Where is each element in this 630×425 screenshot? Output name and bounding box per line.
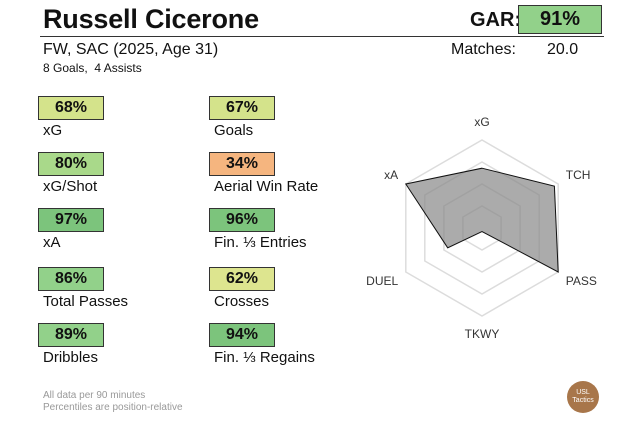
radar-axis-label-xg: xG	[474, 115, 489, 129]
metric-goals-percentile: 67%	[209, 96, 275, 120]
metric-aerial-percentile: 34%	[209, 152, 275, 176]
metric-goals-label: Goals	[214, 122, 254, 139]
radar-axis-label-pass: PASS	[566, 274, 597, 288]
matches-value: 20.0	[547, 41, 579, 58]
header-divider	[40, 36, 604, 37]
matches-label: Matches:	[451, 41, 516, 58]
gar-value-badge: 91%	[518, 5, 602, 34]
footnote-per90: All data per 90 minutes	[43, 390, 146, 401]
metric-xa-percentile: 97%	[38, 208, 104, 232]
metric-crosses-label: Crosses	[214, 293, 270, 310]
metric-passes-label: Total Passes	[43, 293, 129, 310]
radar-axis-label-duel: DUEL	[366, 274, 398, 288]
player-name: Russell Cicerone	[43, 4, 259, 34]
gar-label: GAR:	[470, 9, 522, 31]
metric-entries-percentile: 96%	[209, 208, 275, 232]
metric-xg-shot-label: xG/Shot	[43, 178, 98, 195]
radar-data-polygon	[404, 167, 559, 273]
usl-tactics-logo: USL Tactics	[567, 381, 599, 413]
goals-assists: 8 Goals, 4 Assists	[43, 61, 142, 75]
metric-xa-label: xA	[43, 234, 61, 251]
metric-regains-label: Fin. ⅓ Regains	[214, 349, 315, 366]
metric-regains-percentile: 94%	[209, 323, 275, 347]
metric-crosses-percentile: 62%	[209, 267, 275, 291]
radar-chart: xG TCH PASS TKWY DUEL xA	[366, 115, 597, 340]
metric-xg-shot-percentile: 80%	[38, 152, 104, 176]
player-info: FW, SAC (2025, Age 31)	[43, 41, 219, 58]
metric-dribbles-percentile: 89%	[38, 323, 104, 347]
radar-axis-label-tkwy: TKWY	[465, 327, 500, 340]
metric-dribbles-label: Dribbles	[43, 349, 99, 366]
metric-entries-label: Fin. ⅓ Entries	[214, 234, 307, 251]
logo-line-1: USL	[576, 389, 590, 396]
radar-axis-label-tch: TCH	[566, 168, 591, 182]
metric-xg-label: xG	[43, 122, 63, 139]
metric-aerial-label: Aerial Win Rate	[214, 178, 319, 195]
metric-xg-percentile: 68%	[38, 96, 104, 120]
footnote-position-relative: Percentiles are position-relative	[43, 402, 183, 413]
radar-axis-label-xa: xA	[384, 168, 398, 182]
metric-passes-percentile: 86%	[38, 267, 104, 291]
logo-line-2: Tactics	[572, 397, 594, 404]
